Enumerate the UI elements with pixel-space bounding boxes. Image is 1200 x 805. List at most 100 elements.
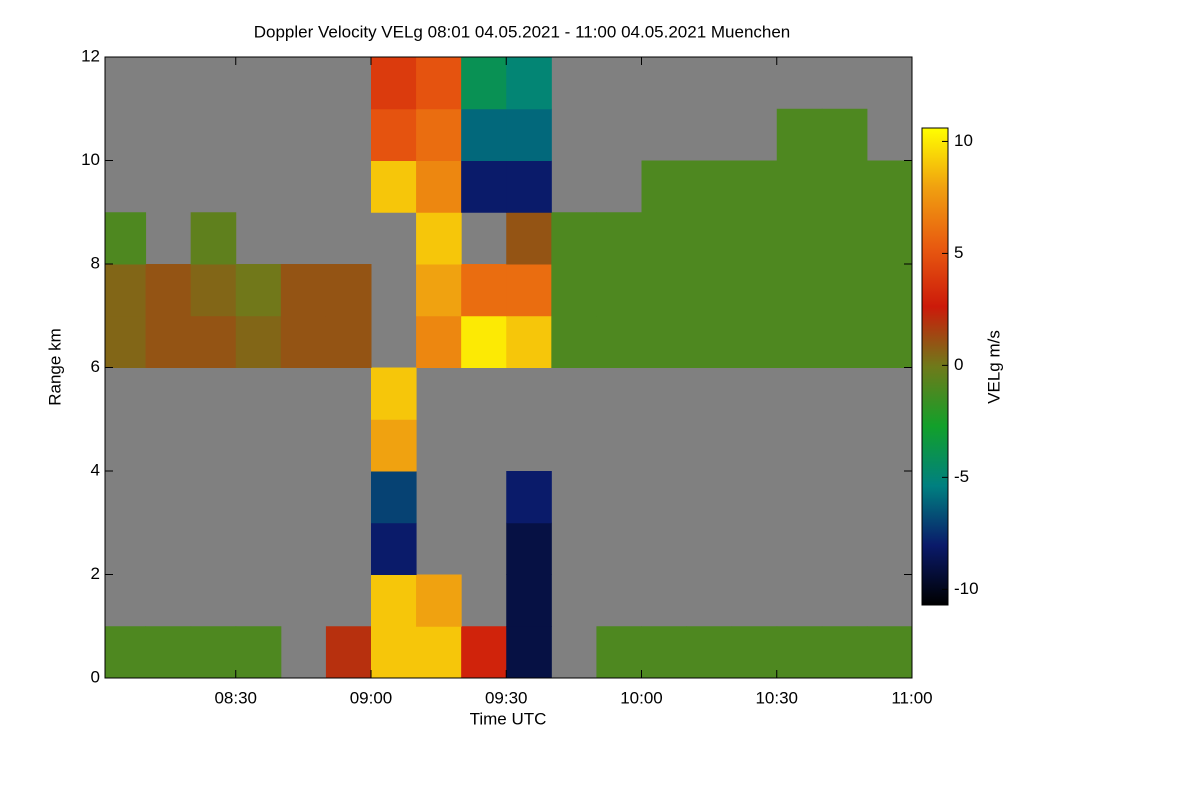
heatmap-cell [325, 264, 372, 317]
y-tick-label: 10 [81, 150, 100, 169]
heatmap-cell [370, 471, 417, 524]
heatmap-cell [370, 160, 417, 213]
heatmap-cell [866, 315, 912, 368]
x-tick-label: 09:30 [485, 688, 528, 707]
heatmap-cell [551, 212, 597, 265]
heatmap-cell [506, 315, 552, 368]
heatmap-cell [641, 626, 688, 678]
heatmap-cell [506, 626, 552, 678]
heatmap-cell [596, 626, 642, 678]
y-axis-label: Range km [45, 328, 64, 405]
heatmap-cell [506, 212, 552, 265]
y-tick-label: 4 [91, 460, 100, 479]
heatmap-cell [506, 160, 552, 213]
heatmap-cell [641, 264, 688, 317]
heatmap-cell [370, 626, 417, 678]
x-tick-label: 10:00 [620, 688, 663, 707]
heatmap-cell [596, 212, 642, 265]
heatmap-cell [370, 419, 417, 472]
heatmap-cell [105, 212, 147, 265]
heatmap-cell [731, 212, 778, 265]
heatmap-cell [190, 264, 237, 317]
heatmap-cell [596, 264, 642, 317]
heatmap-cell [776, 108, 823, 161]
heatmap-cell [731, 160, 778, 213]
heatmap-cell [145, 626, 192, 678]
y-tick-label: 8 [91, 253, 100, 272]
heatmap-cell [461, 57, 507, 110]
heatmap-cell [416, 108, 462, 161]
heatmap-cell [686, 212, 733, 265]
heatmap-cell [731, 264, 778, 317]
heatmap-cell [776, 264, 823, 317]
heatmap-cell [866, 626, 912, 678]
heatmap-cell [235, 626, 282, 678]
colorbar-label: VELg m/s [984, 330, 1003, 404]
heatmap-cell [461, 108, 507, 161]
y-tick-label: 6 [91, 357, 100, 376]
heatmap-cell [280, 315, 327, 368]
chart-title: Doppler Velocity VELg 08:01 04.05.2021 -… [254, 22, 791, 41]
heatmap-cell [866, 212, 912, 265]
heatmap-cell [776, 626, 823, 678]
colorbar-tick-label: -5 [954, 467, 969, 486]
heatmap-cell [235, 315, 282, 368]
heatmap-cell [686, 160, 733, 213]
x-tick-label: 08:30 [214, 688, 257, 707]
heatmap-cell [506, 522, 552, 575]
heatmap-cell [776, 160, 823, 213]
heatmap-cell [416, 212, 462, 265]
heatmap-cell [686, 264, 733, 317]
heatmap-cell [461, 264, 507, 317]
heatmap-cell [641, 212, 688, 265]
x-tick-label: 09:00 [350, 688, 393, 707]
colorbar-tick-label: 10 [954, 131, 973, 150]
colorbar-tick-label: 0 [954, 355, 963, 374]
y-tick-label: 12 [81, 46, 100, 65]
heatmap-cell [370, 108, 417, 161]
heatmap-cell [866, 160, 912, 213]
heatmap [105, 57, 912, 678]
heatmap-cell [416, 574, 462, 627]
heatmap-cell [280, 264, 327, 317]
heatmap-cell [461, 315, 507, 368]
heatmap-cell [821, 626, 868, 678]
heatmap-cell [105, 264, 147, 317]
heatmap-cell [190, 212, 237, 265]
heatmap-cell [145, 264, 192, 317]
x-axis-label: Time UTC [470, 709, 547, 728]
heatmap-cell [686, 315, 733, 368]
heatmap-cell [506, 574, 552, 627]
heatmap-cell [325, 315, 372, 368]
heatmap-cell [686, 626, 733, 678]
heatmap-cell [506, 264, 552, 317]
y-tick-label: 0 [91, 667, 100, 686]
heatmap-cell [190, 626, 237, 678]
heatmap-cell [506, 471, 552, 524]
heatmap-cell [370, 367, 417, 420]
heatmap-cell [190, 315, 237, 368]
colorbar-tick-label: -10 [954, 579, 979, 598]
heatmap-cell [416, 160, 462, 213]
heatmap-cell [866, 264, 912, 317]
heatmap-cell [641, 315, 688, 368]
heatmap-cell [506, 108, 552, 161]
heatmap-cell [821, 160, 868, 213]
x-tick-label: 11:00 [891, 688, 932, 707]
heatmap-cell [416, 57, 462, 110]
heatmap-cell [370, 574, 417, 627]
heatmap-cell [370, 522, 417, 575]
heatmap-cell [105, 626, 147, 678]
heatmap-cell [551, 315, 597, 368]
heatmap-cell [325, 626, 372, 678]
colorbar-frame [921, 127, 949, 606]
heatmap-cell [416, 626, 462, 678]
heatmap-cell [506, 57, 552, 110]
heatmap-cell [596, 315, 642, 368]
heatmap-cell [370, 57, 417, 110]
y-tick-label: 2 [91, 564, 100, 583]
heatmap-cell [821, 212, 868, 265]
heatmap-cell [776, 315, 823, 368]
x-tick-label: 10:30 [755, 688, 798, 707]
